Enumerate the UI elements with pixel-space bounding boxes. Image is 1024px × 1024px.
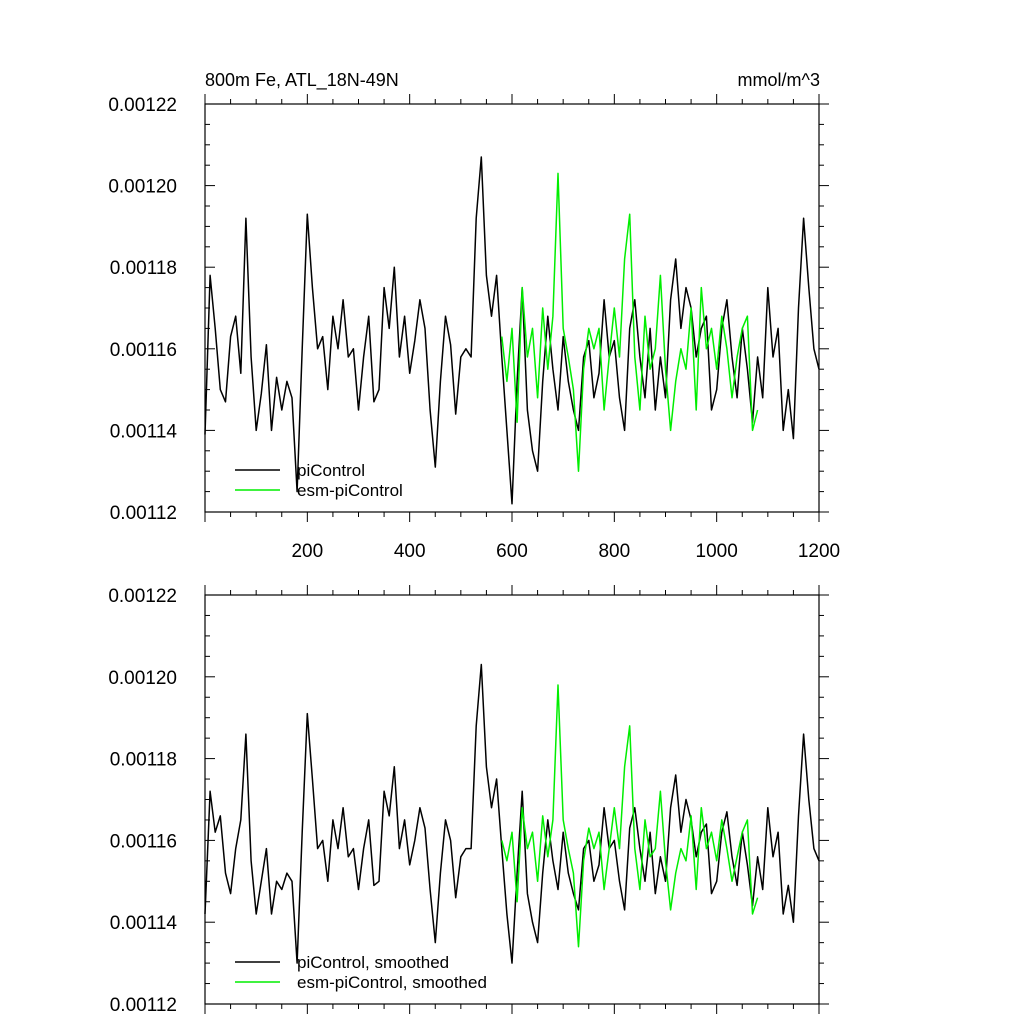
top-units: mmol/m^3 xyxy=(738,70,820,90)
bottom-y-tick-label: 0.00122 xyxy=(108,586,177,607)
bottom-plot-frame xyxy=(204,594,820,1005)
top-y-tick-label: 0.00116 xyxy=(110,340,177,361)
bottom-y-tick-label: 0.00116 xyxy=(110,831,177,852)
bottom-legend-label-1: esm-piControl, smoothed xyxy=(297,973,487,992)
bottom-y-tick-label: 0.00114 xyxy=(110,913,178,934)
top-series-1-line xyxy=(501,172,759,472)
bottom-series-1-line xyxy=(501,684,759,948)
top-y-tick-label: 0.00122 xyxy=(108,95,177,116)
top-series-0-line xyxy=(204,156,820,505)
top-y-tick-label: 0.00118 xyxy=(110,258,177,279)
top-legend-label-0: piControl xyxy=(297,461,365,480)
top-legend-label-1: esm-piControl xyxy=(297,481,403,500)
top-x-tick-label: 800 xyxy=(598,541,630,562)
bottom-y-tick-label: 0.00120 xyxy=(108,668,177,689)
top-y-tick-label: 0.00120 xyxy=(108,177,177,198)
top-x-tick-label: 1000 xyxy=(696,541,738,562)
bottom-legend-label-0: piControl, smoothed xyxy=(297,953,449,972)
top-x-tick-label: 400 xyxy=(394,541,426,562)
top-x-tick-label: 1200 xyxy=(798,541,840,562)
bottom-series-0-line xyxy=(204,663,820,964)
top-x-tick-label: 600 xyxy=(496,541,528,562)
bottom-y-tick-label: 0.00118 xyxy=(110,750,177,771)
bottom-panel: 0.00112 0.00114 0.00116 0.00118 0.00120 0.001… xyxy=(108,585,829,1016)
top-title: 800m Fe, ATL_18N-49N xyxy=(205,70,399,91)
top-x-tick-label: 200 xyxy=(291,541,323,562)
top-y-tick-label: 0.00112 xyxy=(110,503,177,524)
top-y-tick-label: 0.00114 xyxy=(110,421,178,442)
bottom-y-tick-label: 0.00112 xyxy=(110,995,177,1016)
top-panel: 800m Fe, ATL_18N-49N mmol/m^3 0.00112 0.0… xyxy=(108,70,840,562)
